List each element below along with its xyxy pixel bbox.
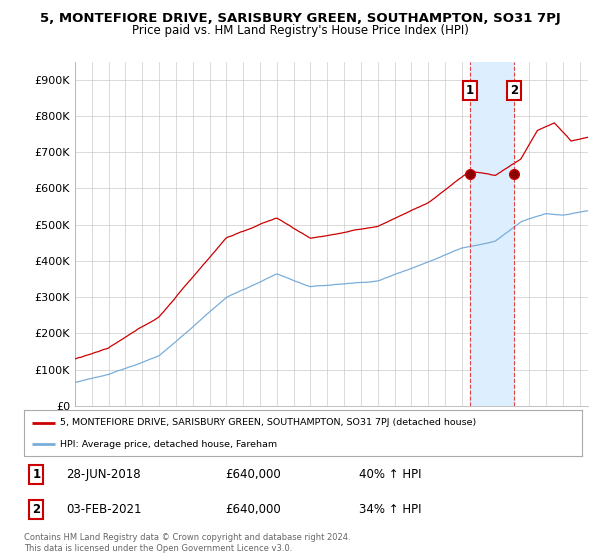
Text: 5, MONTEFIORE DRIVE, SARISBURY GREEN, SOUTHAMPTON, SO31 7PJ: 5, MONTEFIORE DRIVE, SARISBURY GREEN, SO… [40, 12, 560, 25]
Text: Price paid vs. HM Land Registry's House Price Index (HPI): Price paid vs. HM Land Registry's House … [131, 24, 469, 36]
Text: Contains HM Land Registry data © Crown copyright and database right 2024.
This d: Contains HM Land Registry data © Crown c… [24, 533, 350, 553]
Text: 1: 1 [466, 84, 474, 97]
Text: 34% ↑ HPI: 34% ↑ HPI [359, 503, 421, 516]
Text: 2: 2 [32, 503, 40, 516]
Text: HPI: Average price, detached house, Fareham: HPI: Average price, detached house, Fare… [60, 440, 277, 449]
Text: £640,000: £640,000 [225, 468, 281, 481]
Bar [470, 62, 514, 406]
Text: 1: 1 [32, 468, 40, 481]
Text: 5, MONTEFIORE DRIVE, SARISBURY GREEN, SOUTHAMPTON, SO31 7PJ (detached house): 5, MONTEFIORE DRIVE, SARISBURY GREEN, SO… [60, 418, 476, 427]
Text: 03-FEB-2021: 03-FEB-2021 [66, 503, 142, 516]
Text: £640,000: £640,000 [225, 503, 281, 516]
Text: 40% ↑ HPI: 40% ↑ HPI [359, 468, 421, 481]
Text: 28-JUN-2018: 28-JUN-2018 [66, 468, 140, 481]
Text: 2: 2 [510, 84, 518, 97]
